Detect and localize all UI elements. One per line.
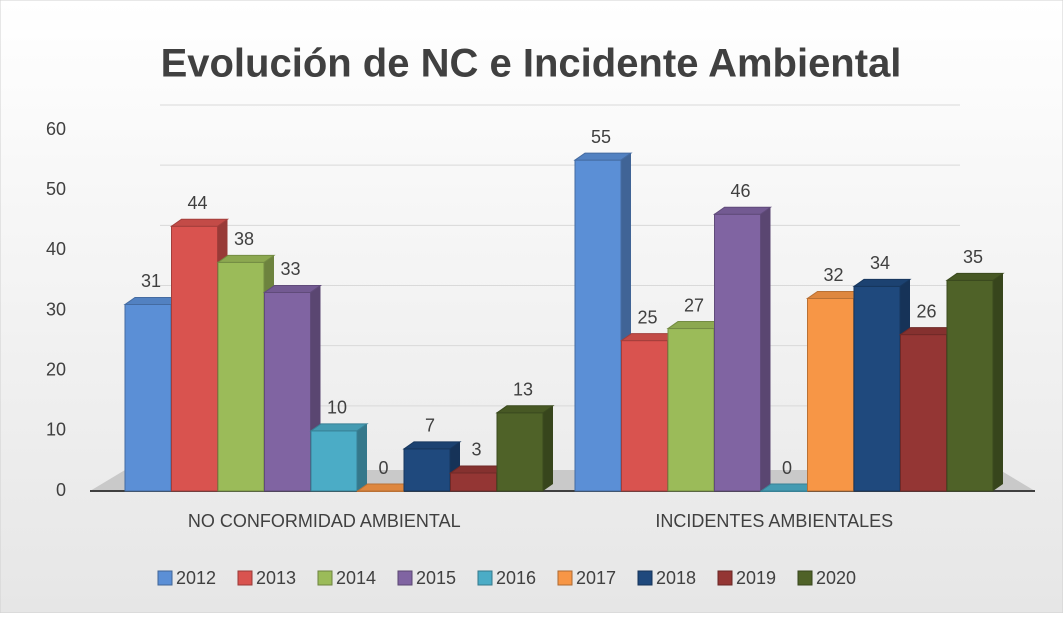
bar-top [712,206,773,215]
bar-top [945,272,1005,281]
y-tick-label: 40 [46,239,66,259]
legend-label: 2019 [736,568,776,588]
y-tick-label: 10 [46,420,66,440]
legend-label: 2018 [656,568,696,588]
legend-swatch [637,570,653,586]
y-tick-label: 50 [46,179,66,199]
legend-swatch [317,570,333,586]
bar-top [169,218,230,227]
y-tick-label: 30 [46,299,66,319]
bar-front [124,303,172,492]
bar-side [993,273,1003,491]
bar-front [714,213,761,492]
legend-swatch [797,570,813,586]
bar-top [852,278,912,287]
data-label: 26 [916,301,936,321]
bar-side [543,405,553,491]
bar-front [310,430,358,492]
bar-side [357,423,367,491]
bar-top [216,254,276,263]
chart-title: Evolución de NC e Incidente Ambiental [161,42,902,86]
bar [309,423,369,492]
legend-swatch [477,570,493,586]
bar-top [495,405,555,414]
legend-swatch [157,570,173,586]
bar-front [217,261,265,492]
bar-front [171,225,218,492]
y-tick-label: 0 [56,480,66,500]
bar-front [574,159,622,492]
data-label: 3 [471,440,481,460]
y-tick-label: 20 [46,359,66,379]
bar-top [573,152,633,161]
data-label: 25 [637,307,657,327]
data-label: 32 [823,265,843,285]
bar [495,405,555,492]
data-label: 31 [141,271,161,291]
bar [945,272,1005,492]
data-label: 55 [591,127,611,147]
bar-front [946,279,994,492]
legend-swatch [237,570,253,586]
bar-top [402,441,462,450]
legend-swatch [557,570,573,586]
data-label: 38 [234,229,254,249]
data-label: 46 [730,181,750,201]
legend-label: 2012 [176,568,216,588]
legend-label: 2013 [256,568,296,588]
bar-front [807,297,854,492]
legend-swatch [397,570,413,586]
data-label: 0 [378,458,388,478]
data-label: 0 [782,458,792,478]
legend-swatch [717,570,733,586]
bar-front [403,448,451,492]
bar-top [262,284,323,293]
bar-front [450,472,497,492]
legend-label: 2014 [336,568,376,588]
data-label: 34 [870,253,890,273]
bar-front [900,334,947,492]
bar-front [621,340,668,492]
data-label: 33 [280,259,300,279]
legend-label: 2015 [416,568,456,588]
legend-label: 2016 [496,568,536,588]
legend-label: 2020 [816,568,856,588]
data-label: 13 [513,380,533,400]
x-tick-label: INCIDENTES AMBIENTALES [655,511,893,531]
legend-label: 2017 [576,568,616,588]
bar [712,206,773,492]
bar-front [667,328,715,492]
bar-front [264,291,311,492]
x-tick-label: NO CONFORMIDAD AMBIENTAL [188,511,461,531]
y-tick-label: 60 [46,119,66,139]
bar-top [309,423,369,432]
data-label: 10 [327,398,347,418]
bar-side [760,207,771,491]
data-label: 27 [684,295,704,315]
bar-front [853,285,901,492]
bar-front [496,412,544,492]
data-label: 35 [963,247,983,267]
data-label: 44 [187,193,207,213]
data-label: 7 [425,416,435,436]
